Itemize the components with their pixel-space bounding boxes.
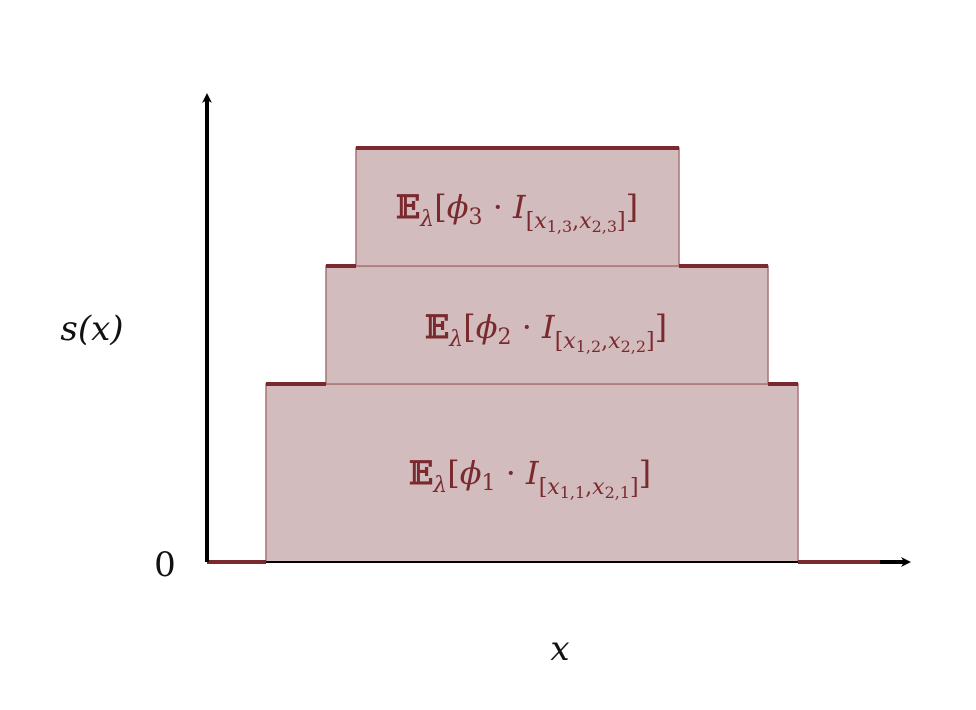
block-2-label: 𝔼λ[ϕ2 · I[x1,2,x2,2]] xyxy=(425,308,667,356)
block-1-label: 𝔼λ[ϕ1 · I[x1,1,x2,1]] xyxy=(409,454,651,502)
block-3-label: 𝔼λ[ϕ3 · I[x1,3,x2,3]] xyxy=(396,188,638,236)
block-3-expectation-symbol: 𝔼 xyxy=(396,188,420,226)
origin-label: 0 xyxy=(154,545,176,585)
block-1-expectation-symbol: 𝔼 xyxy=(409,454,433,492)
x-axis-label: x xyxy=(550,629,569,669)
block-2-rect xyxy=(325,265,769,385)
block-level-2 xyxy=(325,265,769,385)
block-1-rect xyxy=(265,383,799,563)
block-level-1 xyxy=(265,383,799,563)
y-axis-label: s(x) xyxy=(60,309,123,349)
block-2-expectation-symbol: 𝔼 xyxy=(425,308,449,346)
